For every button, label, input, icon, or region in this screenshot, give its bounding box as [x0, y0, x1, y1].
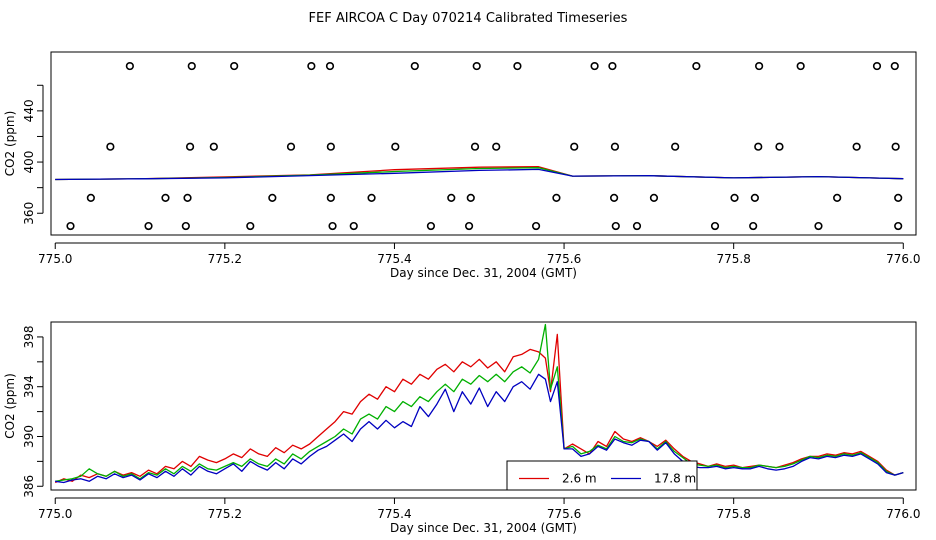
calibration-point	[755, 61, 764, 71]
calibration-point	[852, 142, 861, 151]
calibration-point	[466, 193, 475, 202]
calibration-point	[891, 142, 900, 151]
calibration-point	[326, 193, 335, 202]
calibration-point	[894, 193, 903, 202]
calibration-point	[426, 221, 436, 231]
series-line-17-8-m	[55, 373, 904, 484]
calibration-point	[307, 61, 316, 71]
x-tick-label: 775.2	[208, 252, 242, 266]
x-tick-label: 775.4	[377, 252, 411, 266]
calibration-point	[391, 142, 400, 151]
calibration-point	[410, 61, 419, 71]
calibration-point	[710, 221, 720, 231]
calibration-point	[464, 221, 474, 231]
calibration-point	[608, 61, 617, 71]
calibration-point	[86, 193, 95, 202]
calibration-point	[286, 142, 296, 151]
calibration-point	[367, 193, 376, 202]
calibration-point	[552, 193, 561, 202]
x-tick-label: 776.0	[886, 252, 920, 266]
calibration-point	[230, 61, 239, 71]
calibration-point	[872, 61, 882, 71]
calibration-point	[187, 61, 196, 71]
y-tick-label: 390	[22, 425, 36, 448]
calibration-point	[692, 61, 701, 71]
calibration-point	[125, 61, 134, 71]
calibration-point	[325, 61, 335, 71]
calibration-point	[814, 221, 823, 231]
x-tick-label: 775.6	[547, 507, 581, 521]
calibration-point	[349, 221, 358, 231]
calibration-point	[796, 61, 805, 71]
calibration-point	[590, 61, 599, 71]
calibration-point	[144, 221, 153, 231]
x-tick-label: 775.0	[38, 252, 72, 266]
calibration-point	[632, 221, 642, 231]
calibration-point	[610, 142, 620, 151]
legend: 2.6 m 17.8 m	[506, 460, 698, 491]
calibration-point	[106, 142, 115, 151]
calibration-point	[611, 221, 620, 231]
calibration-point	[775, 142, 784, 151]
y-tick-label: 400	[22, 151, 36, 174]
y-axis-label: CO2 (ppm)	[3, 111, 17, 177]
calibration-point	[209, 142, 218, 151]
calibration-point	[749, 221, 758, 231]
calibration-point	[183, 193, 192, 202]
calibration-point	[894, 221, 903, 231]
series-line-2-6-m	[54, 333, 904, 484]
y-tick-label: 440	[22, 99, 36, 122]
legend-label: 2.6 m	[562, 472, 597, 486]
legend-label: 17.8 m	[654, 472, 696, 486]
calibration-point	[833, 193, 842, 202]
calibration-point	[492, 142, 501, 151]
calibration-point	[531, 221, 541, 231]
bottom-panel: 775.0 775.2 775.4 775.6 775.8 776.0 Day since …	[3, 321, 920, 535]
calibration-point	[472, 61, 481, 71]
calibration-point	[268, 193, 277, 202]
calibration-point	[66, 221, 75, 231]
calibration-point	[513, 61, 522, 71]
calibration-point	[671, 142, 680, 151]
plot-frame	[50, 321, 917, 491]
y-axis-label: CO2 (ppm)	[3, 373, 17, 439]
calibration-point	[447, 193, 456, 202]
series-group	[54, 323, 904, 484]
calibration-point	[754, 142, 763, 151]
calibration-point	[649, 193, 659, 202]
x-axis-label: Day since Dec. 31, 2004 (GMT)	[390, 521, 577, 535]
y-tick-label: 398	[22, 325, 36, 348]
series-group	[55, 166, 904, 181]
calibration-point	[890, 61, 899, 71]
series-line-17-8-m	[55, 168, 904, 181]
y-tick-label: 394	[22, 375, 36, 398]
calibration-point	[161, 193, 170, 202]
calibration-point	[570, 142, 579, 151]
top-panel: 775.0 775.2 775.4 775.6 775.8 776.0 Day since …	[3, 51, 920, 280]
calibration-point	[328, 221, 337, 231]
figure-title: FEF AIRCOA C Day 070214 Calibrated Times…	[309, 11, 628, 26]
x-axis-label: Day since Dec. 31, 2004 (GMT)	[390, 266, 577, 280]
calibration-point	[609, 193, 619, 202]
x-tick-label: 775.8	[716, 507, 750, 521]
legend-box	[506, 460, 698, 491]
x-tick-label: 775.0	[38, 507, 72, 521]
x-tick-label: 775.8	[716, 252, 750, 266]
calibration-point	[730, 193, 739, 202]
calibration-point	[181, 221, 190, 231]
x-tick-label: 775.4	[377, 507, 411, 521]
y-tick-label: 386	[22, 475, 36, 498]
calibration-point	[185, 142, 195, 151]
y-tick-label: 360	[22, 202, 36, 225]
calibration-point	[750, 193, 759, 202]
x-tick-label: 775.2	[208, 507, 242, 521]
x-tick-label: 776.0	[886, 507, 920, 521]
plot-frame	[50, 51, 917, 236]
calibration-point	[470, 142, 480, 151]
x-tick-label: 775.6	[547, 252, 581, 266]
series-line-green	[55, 323, 904, 482]
calibration-point	[246, 221, 255, 231]
calibration-point	[326, 142, 335, 151]
